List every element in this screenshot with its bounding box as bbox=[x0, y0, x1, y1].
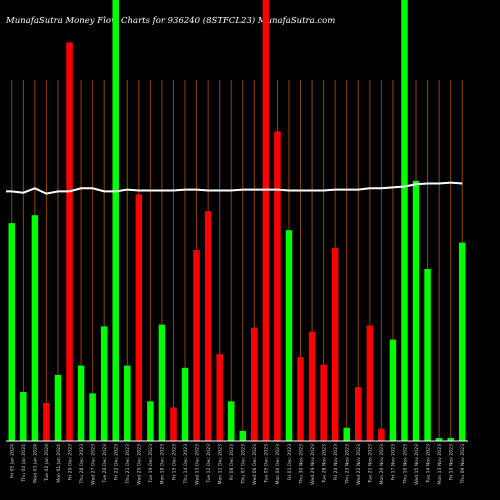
bar bbox=[389, 339, 397, 441]
x-tick-label: Fri 01 Dec 2023 bbox=[287, 444, 293, 480]
x-tick-label: Thu 23 Nov 2023 bbox=[345, 444, 351, 485]
x-tick-label: Mon 11 Dec 2023 bbox=[217, 444, 223, 485]
bar bbox=[170, 407, 177, 441]
x-tick-label: Mon 20 Nov 2023 bbox=[379, 444, 385, 485]
x-tick-label: Thu 14 Dec 2023 bbox=[183, 444, 189, 485]
x-tick-label: Tue 19 Dec 2023 bbox=[148, 444, 154, 484]
bar bbox=[227, 401, 235, 441]
bar bbox=[331, 247, 339, 441]
bar bbox=[355, 387, 362, 441]
x-tick-label: Wed 29 Nov 2023 bbox=[310, 444, 316, 485]
x-tick-label: Thu 28 Dec 2023 bbox=[79, 444, 85, 485]
bar bbox=[8, 223, 16, 441]
bars bbox=[8, 0, 466, 441]
chart-title: MunafaSutra Money Flow Charts for 936240… bbox=[6, 16, 336, 26]
x-tick-label: Wed 22 Nov 2023 bbox=[356, 444, 362, 485]
x-tick-label: Thu 04 Jan 2024 bbox=[21, 444, 27, 483]
bar bbox=[66, 42, 73, 441]
bar bbox=[447, 437, 454, 441]
bar bbox=[401, 0, 408, 441]
bar bbox=[262, 0, 270, 441]
bar bbox=[193, 250, 200, 441]
bar bbox=[308, 331, 316, 441]
x-tick-label: Tue 05 Dec 2023 bbox=[264, 444, 270, 484]
x-tick-label: Wed 13 Dec 2023 bbox=[194, 444, 200, 485]
bar bbox=[204, 211, 212, 441]
x-tick-label: Thu 30 Nov 2023 bbox=[298, 444, 304, 485]
bar bbox=[135, 194, 143, 441]
x-tick-label: Tue 21 Nov 2023 bbox=[368, 444, 374, 484]
bar bbox=[239, 430, 247, 441]
bar bbox=[147, 401, 154, 441]
bar bbox=[251, 327, 258, 441]
x-axis-ticks: Fri 05 Jan 2024 Thu 04 Jan 2024 Wed 03 Jan… bbox=[10, 444, 466, 485]
bar bbox=[100, 326, 108, 441]
bar bbox=[181, 367, 189, 441]
x-tick-label: Wed 15 Nov 2023 bbox=[414, 444, 420, 485]
x-tick-label: Fri 15 Dec 2023 bbox=[171, 444, 177, 480]
x-tick-label: Tue 12 Dec 2023 bbox=[206, 444, 212, 484]
x-tick-label: Thu 09 Nov 2023 bbox=[460, 444, 466, 485]
bar bbox=[31, 215, 39, 441]
bar bbox=[412, 180, 420, 441]
bar bbox=[112, 0, 119, 441]
bar bbox=[435, 437, 443, 441]
x-tick-label: Fri 17 Nov 2023 bbox=[391, 444, 397, 480]
x-tick-label: Mon 13 Nov 2023 bbox=[437, 444, 443, 485]
x-tick-label: Wed 27 Dec 2023 bbox=[90, 444, 96, 485]
bar bbox=[366, 325, 374, 441]
bar bbox=[458, 242, 466, 441]
bar bbox=[297, 357, 304, 441]
x-tick-label: Tue 02 Jan 2024 bbox=[44, 444, 50, 482]
x-tick-label: Thu 21 Dec 2023 bbox=[125, 444, 131, 485]
x-tick-label: Wed 03 Jan 2024 bbox=[33, 444, 39, 483]
bar bbox=[378, 428, 385, 441]
bar bbox=[424, 269, 431, 441]
bar bbox=[77, 365, 85, 441]
x-tick-label: Wed 06 Dec 2023 bbox=[252, 444, 258, 485]
x-tick-label: Wed 20 Dec 2023 bbox=[137, 444, 143, 485]
x-tick-label: Mon 01 Jan 2024 bbox=[56, 444, 62, 483]
x-tick-label: Fri 08 Dec 2023 bbox=[229, 444, 235, 480]
x-tick-label: Tue 26 Dec 2023 bbox=[102, 444, 108, 484]
bar bbox=[43, 403, 50, 441]
bar bbox=[124, 365, 131, 441]
bar bbox=[20, 392, 27, 441]
x-tick-label: Tue 28 Nov 2023 bbox=[321, 444, 327, 484]
bar bbox=[343, 427, 350, 441]
bar bbox=[320, 364, 327, 441]
x-tick-label: Mon 04 Dec 2023 bbox=[275, 444, 281, 485]
x-tick-label: Mon 18 Dec 2023 bbox=[160, 444, 166, 485]
x-tick-label: Tue 14 Nov 2023 bbox=[425, 444, 431, 484]
x-tick-label: Fri 29 Dec 2023 bbox=[67, 444, 73, 480]
x-tick-label: Thu 16 Nov 2023 bbox=[402, 444, 408, 485]
x-tick-label: Fri 24 Nov 2023 bbox=[333, 444, 339, 480]
bar bbox=[285, 230, 293, 441]
bar bbox=[54, 374, 62, 441]
x-tick-label: Fri 22 Dec 2023 bbox=[114, 444, 120, 480]
x-tick-label: Thu 07 Dec 2023 bbox=[241, 444, 247, 485]
x-tick-label: Fri 05 Jan 2024 bbox=[10, 444, 16, 479]
x-tick-label: Fri 10 Nov 2023 bbox=[448, 444, 454, 480]
money-flow-line bbox=[6, 181, 463, 195]
bar bbox=[274, 131, 281, 441]
bar bbox=[89, 393, 96, 441]
bar bbox=[216, 354, 223, 441]
bar bbox=[158, 324, 166, 441]
